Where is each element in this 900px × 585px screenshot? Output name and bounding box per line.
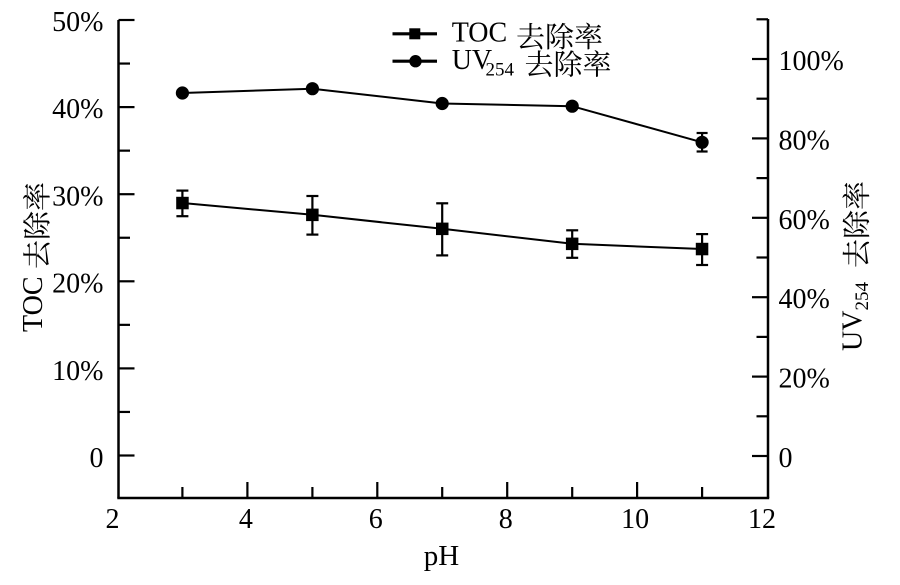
svg-text:8: 8 [499,504,513,535]
svg-text:254: 254 [852,282,873,311]
svg-text:30%: 30% [52,181,103,212]
svg-text:40%: 40% [779,284,830,315]
svg-text:0: 0 [779,443,793,474]
svg-text:10%: 10% [52,356,103,387]
svg-text:4: 4 [239,504,253,535]
svg-text:UV: UV [838,311,869,351]
svg-text:10: 10 [621,504,649,535]
svg-text:40%: 40% [52,94,103,125]
svg-text:100%: 100% [779,46,844,77]
svg-text:254: 254 [486,60,515,81]
svg-text:pH: pH [424,540,460,572]
svg-text:80%: 80% [779,125,830,156]
svg-text:UV: UV [452,45,492,76]
svg-text:TOC: TOC [18,277,49,333]
svg-text:20%: 20% [52,269,103,300]
svg-text:12: 12 [748,504,776,535]
svg-text:6: 6 [369,504,383,535]
svg-text:2: 2 [106,504,120,535]
svg-text:TOC: TOC [452,18,508,49]
svg-text:60%: 60% [779,205,830,236]
svg-text:20%: 20% [779,364,830,395]
svg-text:0: 0 [90,443,104,474]
svg-text:50%: 50% [52,7,103,38]
